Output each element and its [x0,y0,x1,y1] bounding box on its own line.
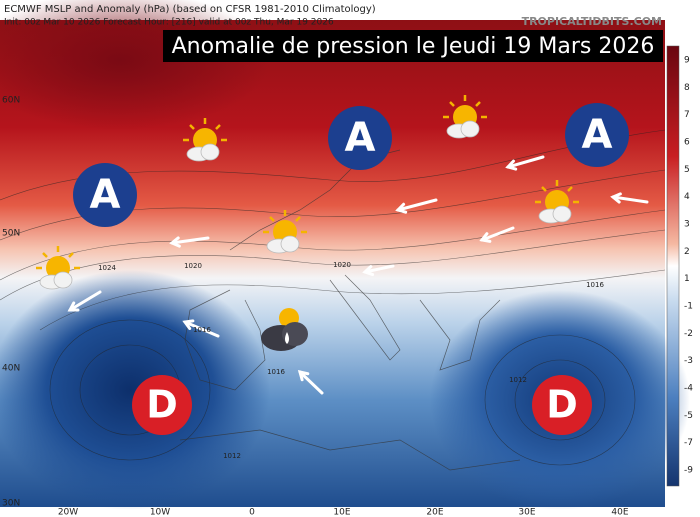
isobar-label: 1020 [333,261,351,269]
isobar-label: 1012 [509,376,527,384]
colorbar-label: -2 [684,329,693,339]
colorbar-label: 7 [684,110,690,120]
isobar-label: 1016 [267,368,285,376]
isobars [0,129,666,466]
colorbar [666,45,680,487]
colorbar-label: 6 [684,138,690,148]
arrow-head [479,232,492,243]
wind-arrow [506,155,545,169]
colorbar-label: 8 [684,83,690,93]
lon-label: 30E [518,508,535,517]
lat-label: 40N [2,364,20,374]
lon-label: 20E [426,508,443,517]
isobar-label: 1024 [98,264,116,272]
wind-arrow [480,226,515,242]
arrow-head [610,192,622,204]
isobar-label: 1016 [586,281,604,289]
coastlines [179,149,521,471]
wind-arrow [363,264,395,274]
isobar-label: 1012 [223,452,241,460]
arrow-head [505,159,518,171]
high-marker [328,106,392,170]
colorbar-label: -9 [684,466,693,476]
arrow-head [169,236,181,248]
arrow-head [182,319,195,330]
high-marker [565,103,629,167]
low-label: D [146,383,178,427]
low-label: D [546,383,578,427]
colorbar-label: 4 [684,192,690,202]
high-label: A [345,115,376,161]
colorbar-label: -5 [684,411,693,421]
wind-arrows [67,155,649,395]
lat-label: 50N [2,229,20,239]
wind-arrow [298,370,324,395]
watermark: TROPICALTIDBITS.COM [522,15,662,28]
arrow-head [297,369,310,382]
lat-label: 60N [2,96,20,106]
isobar-label: 1016 [193,326,211,334]
colorbar-label: -3 [684,356,693,366]
lon-label: 20W [58,508,78,517]
header-subtitle: Init: 00z Mar 10 2026 Forecast Hour: [21… [4,18,334,28]
colorbar-label: -4 [684,384,693,394]
colorbar-label: 2 [684,247,690,257]
low-marker [132,375,192,435]
wind-arrow [396,198,438,212]
wind-arrow [183,320,220,338]
wind-arrow [68,290,102,312]
header-title: ECMWF MSLP and Anomaly (hPa) (based on C… [4,4,376,15]
colorbar-label: 3 [684,220,690,230]
colorbar-label: 9 [684,56,690,66]
lat-label: 30N [2,499,20,509]
high-marker [73,163,137,227]
high-label: A [90,172,121,218]
lon-label: 0 [249,508,255,517]
lon-label: 40E [611,508,628,517]
colorbar-label: -1 [684,302,693,312]
colorbar-label: 1 [684,274,690,284]
icons [34,93,581,351]
high-label: A [582,112,613,158]
arrow-head [362,265,375,277]
isobar-label: 1020 [184,262,202,270]
arrow-head [67,301,80,312]
low-marker [532,375,592,435]
wind-arrow [611,195,649,204]
low-core [0,270,270,510]
arrow-head [395,202,408,214]
colorbar-label: -7 [684,438,693,448]
wind-arrow [170,236,210,245]
lon-label: 10E [333,508,350,517]
banner-bg [163,30,663,62]
lon-label: 10W [150,508,170,517]
colorbar-label: 5 [684,165,690,175]
banner: Anomalie de pression le Jeudi 19 Mars 20… [172,34,655,59]
